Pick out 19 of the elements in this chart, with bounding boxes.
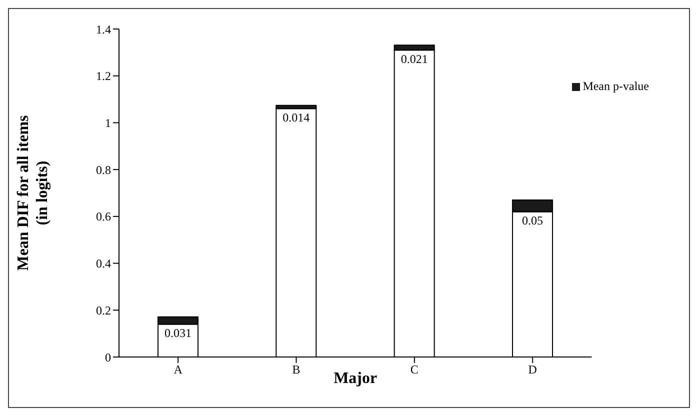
legend-label: Mean p-value: [582, 79, 649, 94]
x-axis-title: Major: [334, 370, 378, 387]
y-tick-label: 0.2: [96, 303, 111, 318]
data-label: 0.031: [164, 326, 192, 340]
data-label: 0.021: [400, 52, 428, 66]
x-tick-label: D: [528, 362, 538, 377]
y-tick-label: 0: [105, 350, 111, 364]
y-tick-label: 0.8: [96, 162, 111, 177]
y-tick-label: 1.2: [96, 69, 111, 84]
x-tick-label: A: [174, 362, 183, 377]
y-tick-label: 0.6: [96, 210, 111, 224]
data-label: 0.05: [522, 214, 544, 228]
x-tick-label: B: [292, 362, 300, 377]
data-label: 0.014: [282, 110, 310, 125]
y-axis-title: Mean DIF for all items (in logits): [15, 115, 51, 271]
y-tick-label: 0.4: [96, 256, 111, 271]
x-tick-label: C: [410, 362, 418, 377]
y-tick-label: 1: [105, 116, 111, 130]
y-tick-label: 1.4: [96, 22, 111, 36]
